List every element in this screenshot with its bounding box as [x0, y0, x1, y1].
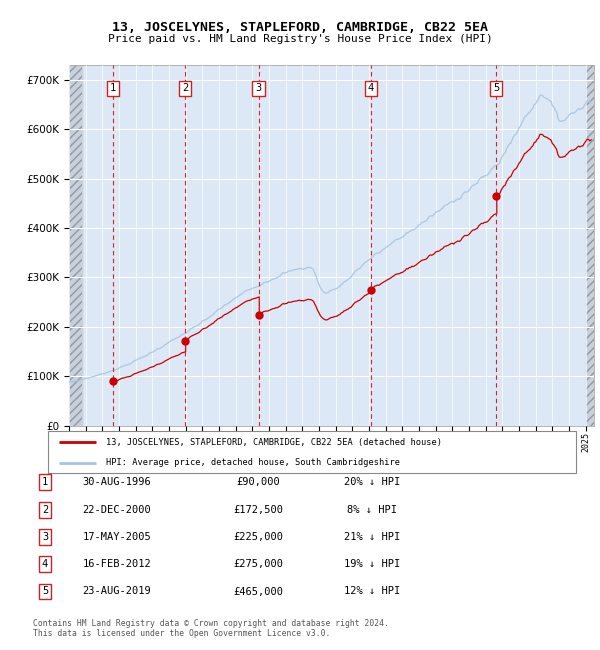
- Text: 5: 5: [493, 83, 499, 94]
- Text: 8% ↓ HPI: 8% ↓ HPI: [347, 504, 397, 515]
- Bar: [69, 65, 82, 426]
- Text: 2: 2: [182, 83, 188, 94]
- Bar: [69, 65, 82, 426]
- Text: 4: 4: [368, 83, 374, 94]
- Text: 3: 3: [42, 532, 48, 542]
- Bar: [586, 65, 594, 426]
- Text: £275,000: £275,000: [233, 559, 283, 569]
- Text: 30-AUG-1996: 30-AUG-1996: [83, 477, 151, 488]
- Text: £225,000: £225,000: [233, 532, 283, 542]
- Text: 1: 1: [42, 477, 48, 488]
- FancyBboxPatch shape: [48, 431, 576, 473]
- Text: 13, JOSCELYNES, STAPLEFORD, CAMBRIDGE, CB22 5EA: 13, JOSCELYNES, STAPLEFORD, CAMBRIDGE, C…: [112, 21, 488, 34]
- Text: £172,500: £172,500: [233, 504, 283, 515]
- Text: Contains HM Land Registry data © Crown copyright and database right 2024.
This d: Contains HM Land Registry data © Crown c…: [33, 619, 389, 638]
- Text: £90,000: £90,000: [236, 477, 280, 488]
- Text: 19% ↓ HPI: 19% ↓ HPI: [344, 559, 400, 569]
- Text: 5: 5: [42, 586, 48, 597]
- Text: £465,000: £465,000: [233, 586, 283, 597]
- Text: 22-DEC-2000: 22-DEC-2000: [83, 504, 151, 515]
- Text: 1: 1: [110, 83, 116, 94]
- Text: 23-AUG-2019: 23-AUG-2019: [83, 586, 151, 597]
- Text: 16-FEB-2012: 16-FEB-2012: [83, 559, 151, 569]
- Text: 4: 4: [42, 559, 48, 569]
- Text: 17-MAY-2005: 17-MAY-2005: [83, 532, 151, 542]
- Text: HPI: Average price, detached house, South Cambridgeshire: HPI: Average price, detached house, Sout…: [106, 458, 400, 467]
- Bar: [586, 65, 594, 426]
- Text: 12% ↓ HPI: 12% ↓ HPI: [344, 586, 400, 597]
- Text: 2: 2: [42, 504, 48, 515]
- Text: 13, JOSCELYNES, STAPLEFORD, CAMBRIDGE, CB22 5EA (detached house): 13, JOSCELYNES, STAPLEFORD, CAMBRIDGE, C…: [106, 438, 442, 447]
- Text: 21% ↓ HPI: 21% ↓ HPI: [344, 532, 400, 542]
- Text: 3: 3: [256, 83, 262, 94]
- Text: Price paid vs. HM Land Registry's House Price Index (HPI): Price paid vs. HM Land Registry's House …: [107, 34, 493, 44]
- Text: 20% ↓ HPI: 20% ↓ HPI: [344, 477, 400, 488]
